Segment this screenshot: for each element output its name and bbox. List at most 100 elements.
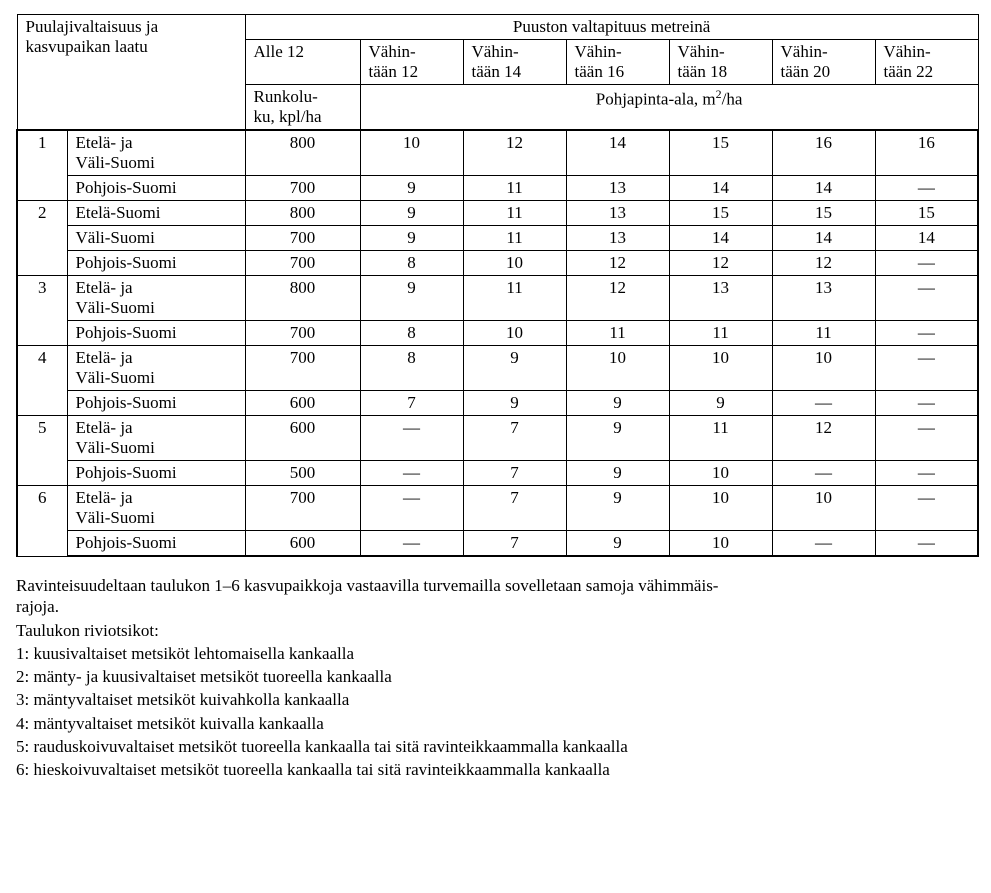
- value-cell: 14: [875, 226, 978, 251]
- notes-list: 1: kuusivaltaiset metsiköt lehtomaisella…: [16, 643, 975, 781]
- value-cell: —: [875, 461, 978, 486]
- value-cell: 700: [245, 176, 360, 201]
- value-cell: 14: [772, 176, 875, 201]
- value-cell: 11: [566, 321, 669, 346]
- value-cell: 10: [463, 251, 566, 276]
- value-cell: 7: [463, 531, 566, 557]
- value-cell: 700: [245, 321, 360, 346]
- value-cell: 600: [245, 416, 360, 461]
- region-label: Etelä- jaVäli-Suomi: [67, 416, 245, 461]
- value-cell: 9: [566, 391, 669, 416]
- notes-item: 5: rauduskoivuvaltaiset metsiköt tuoreel…: [16, 736, 975, 757]
- col-header: Vähin-tään 20: [772, 40, 875, 85]
- value-cell: 12: [566, 251, 669, 276]
- notes-item: 2: mänty- ja kuusivaltaiset metsiköt tuo…: [16, 666, 975, 687]
- table-notes: Ravinteisuudeltaan taulukon 1–6 kasvupai…: [16, 575, 975, 780]
- value-cell: 15: [875, 201, 978, 226]
- value-cell: 15: [669, 201, 772, 226]
- group-id: 3: [17, 276, 67, 346]
- value-cell: 9: [669, 391, 772, 416]
- value-cell: 10: [669, 461, 772, 486]
- group-id: 6: [17, 486, 67, 557]
- region-label: Väli-Suomi: [67, 226, 245, 251]
- region-label: Etelä- jaVäli-Suomi: [67, 486, 245, 531]
- notes-item: 1: kuusivaltaiset metsiköt lehtomaisella…: [16, 643, 975, 664]
- col-header: Vähin-tään 14: [463, 40, 566, 85]
- value-cell: 600: [245, 391, 360, 416]
- value-cell: 7: [463, 416, 566, 461]
- value-cell: 14: [566, 130, 669, 176]
- value-cell: 13: [772, 276, 875, 321]
- notes-item: 4: mäntyvaltaiset metsiköt kuivalla kank…: [16, 713, 975, 734]
- value-cell: 10: [772, 486, 875, 531]
- value-cell: 9: [566, 461, 669, 486]
- value-cell: 10: [360, 130, 463, 176]
- col-header: Vähin-tään 12: [360, 40, 463, 85]
- value-cell: 9: [463, 346, 566, 391]
- subheader-runkoluku: Runkolu-ku, kpl/ha: [245, 85, 360, 131]
- forest-thresholds-table: Puulajivaltaisuus ja kasvupaikan laatuPu…: [16, 14, 979, 557]
- col-header: Alle 12: [245, 40, 360, 85]
- value-cell: 9: [360, 176, 463, 201]
- value-cell: 9: [463, 391, 566, 416]
- value-cell: 11: [463, 226, 566, 251]
- group-id: 4: [17, 346, 67, 416]
- value-cell: 11: [669, 321, 772, 346]
- value-cell: 14: [772, 226, 875, 251]
- region-label: Pohjois-Suomi: [67, 251, 245, 276]
- value-cell: 11: [772, 321, 875, 346]
- value-cell: —: [875, 321, 978, 346]
- value-cell: 7: [463, 486, 566, 531]
- value-cell: —: [772, 461, 875, 486]
- value-cell: 12: [772, 251, 875, 276]
- value-cell: 14: [669, 176, 772, 201]
- value-cell: 15: [669, 130, 772, 176]
- header-rowlabel: Puulajivaltaisuus ja kasvupaikan laatu: [17, 15, 245, 131]
- value-cell: —: [875, 276, 978, 321]
- value-cell: 9: [566, 531, 669, 557]
- region-label: Pohjois-Suomi: [67, 531, 245, 557]
- region-label: Pohjois-Suomi: [67, 321, 245, 346]
- value-cell: 13: [566, 226, 669, 251]
- value-cell: 9: [360, 201, 463, 226]
- value-cell: 7: [463, 461, 566, 486]
- value-cell: 13: [669, 276, 772, 321]
- region-label: Pohjois-Suomi: [67, 176, 245, 201]
- value-cell: 14: [669, 226, 772, 251]
- value-cell: 9: [360, 226, 463, 251]
- value-cell: 700: [245, 346, 360, 391]
- value-cell: 600: [245, 531, 360, 557]
- value-cell: 11: [463, 276, 566, 321]
- value-cell: 800: [245, 276, 360, 321]
- group-id: 1: [17, 130, 67, 201]
- group-id: 5: [17, 416, 67, 486]
- value-cell: —: [875, 416, 978, 461]
- notes-item: 3: mäntyvaltaiset metsiköt kuivahkolla k…: [16, 689, 975, 710]
- col-header: Vähin-tään 18: [669, 40, 772, 85]
- col-header: Vähin-tään 16: [566, 40, 669, 85]
- value-cell: 9: [566, 416, 669, 461]
- value-cell: 10: [772, 346, 875, 391]
- value-cell: —: [360, 461, 463, 486]
- value-cell: 500: [245, 461, 360, 486]
- value-cell: 700: [245, 486, 360, 531]
- value-cell: —: [875, 176, 978, 201]
- value-cell: 10: [669, 346, 772, 391]
- value-cell: 12: [566, 276, 669, 321]
- value-cell: 10: [669, 531, 772, 557]
- region-label: Pohjois-Suomi: [67, 461, 245, 486]
- value-cell: —: [875, 486, 978, 531]
- col-header: Vähin-tään 22: [875, 40, 978, 85]
- value-cell: 800: [245, 130, 360, 176]
- value-cell: 8: [360, 251, 463, 276]
- value-cell: 10: [463, 321, 566, 346]
- value-cell: 11: [463, 201, 566, 226]
- value-cell: 15: [772, 201, 875, 226]
- value-cell: 8: [360, 321, 463, 346]
- region-label: Etelä- jaVäli-Suomi: [67, 346, 245, 391]
- value-cell: 12: [669, 251, 772, 276]
- value-cell: —: [875, 391, 978, 416]
- region-label: Etelä- jaVäli-Suomi: [67, 130, 245, 176]
- value-cell: —: [772, 531, 875, 557]
- value-cell: 12: [463, 130, 566, 176]
